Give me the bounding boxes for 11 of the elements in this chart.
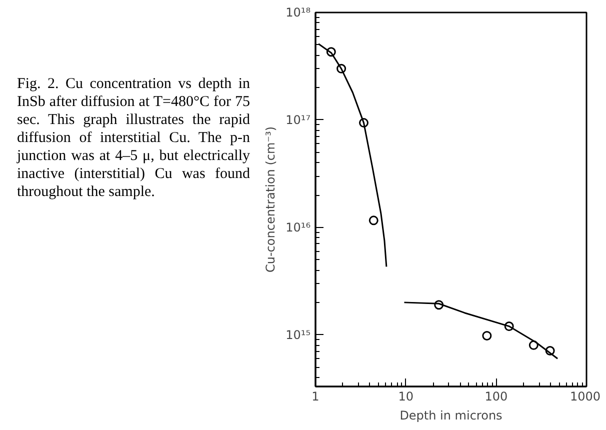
caption: Fig. 2. Cu concentration vs depth in InSb after diffusion at T=480°C for 75 sec. This graph illustrates the rapid diffusion of interstitial Cu. The p-n junction was at 4–5 μ, but electrically inactive (interstitial) Cu was found throughout the sample. <box>17 75 250 201</box>
x-tick-label: 1 <box>312 390 320 404</box>
y-tick-label: 10¹⁸ <box>286 6 311 20</box>
y-tick-label: 10¹⁷ <box>286 112 311 127</box>
x-tick-label: 1000 <box>570 390 601 404</box>
x-axis-title: Depth in microns <box>400 408 502 422</box>
x-tick-label: 10 <box>398 390 414 404</box>
y-tick-label: 10¹⁶ <box>286 220 311 234</box>
y-tick-label: 10¹⁵ <box>286 328 311 342</box>
x-tick-label: 100 <box>484 390 508 404</box>
y-axis-title: Cu-concentration (cm⁻³) <box>264 126 278 273</box>
